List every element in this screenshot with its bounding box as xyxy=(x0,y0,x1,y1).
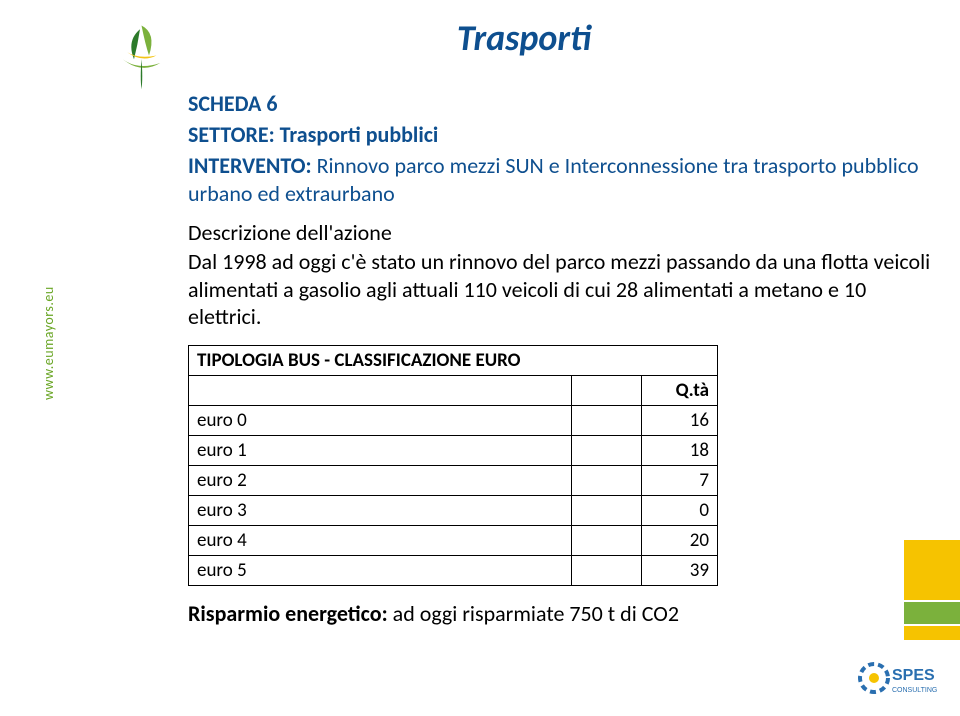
table-empty xyxy=(189,375,572,405)
table-qta-row: Q.tà xyxy=(189,375,718,405)
table-row: euro 4 20 xyxy=(189,525,718,555)
row-value: 18 xyxy=(642,435,718,465)
row-value: 16 xyxy=(642,405,718,435)
sidebar-url: www.eumayors.eu xyxy=(40,286,57,400)
settore-value: Trasporti pubblici xyxy=(280,121,439,148)
risparmio-value: ad oggi risparmiate 750 t di CO2 xyxy=(393,600,679,627)
risparmio-line: Risparmio energetico: ad oggi risparmiat… xyxy=(188,600,934,628)
table-qta-label: Q.tà xyxy=(642,375,718,405)
row-value: 7 xyxy=(642,465,718,495)
row-value: 39 xyxy=(642,555,718,585)
scheda-label: SCHEDA xyxy=(188,90,261,117)
row-label: euro 3 xyxy=(189,495,572,525)
intervento-line: INTERVENTO: Rinnovo parco mezzi SUN e In… xyxy=(188,152,934,207)
euro-table: TIPOLOGIA BUS - CLASSIFICAZIONE EURO Q.t… xyxy=(188,345,718,586)
row-value: 20 xyxy=(642,525,718,555)
row-mid xyxy=(571,465,642,495)
risparmio-label: Risparmio energetico: xyxy=(188,600,388,627)
intervento-label: INTERVENTO: xyxy=(188,152,312,179)
spes-logo: SPES CONSULTING xyxy=(856,656,944,704)
scheda-line: SCHEDA 6 xyxy=(188,90,934,117)
table-head-row: TIPOLOGIA BUS - CLASSIFICAZIONE EURO xyxy=(189,345,718,375)
spes-tag: CONSULTING xyxy=(892,687,937,694)
row-label: euro 5 xyxy=(189,555,572,585)
table-row: euro 2 7 xyxy=(189,465,718,495)
content-body: SCHEDA 6 SETTORE: Trasporti pubblici INT… xyxy=(104,90,944,627)
descrizione-label: Descrizione dell'azione xyxy=(188,219,934,246)
row-mid xyxy=(571,405,642,435)
spes-text: SPES xyxy=(892,667,935,684)
page-title: Trasporti xyxy=(104,16,944,60)
row-label: euro 1 xyxy=(189,435,572,465)
row-mid xyxy=(571,435,642,465)
main-content: Trasporti SCHEDA 6 SETTORE: Trasporti pu… xyxy=(104,16,944,700)
row-value: 0 xyxy=(642,495,718,525)
descrizione-body: Dal 1998 ad oggi c'è stato un rinnovo de… xyxy=(188,248,934,331)
row-mid xyxy=(571,555,642,585)
table-row: euro 0 16 xyxy=(189,405,718,435)
table-row: euro 1 18 xyxy=(189,435,718,465)
row-mid xyxy=(571,495,642,525)
row-label: euro 4 xyxy=(189,525,572,555)
row-label: euro 2 xyxy=(189,465,572,495)
table-row: euro 3 0 xyxy=(189,495,718,525)
table-empty-mid xyxy=(571,375,642,405)
row-mid xyxy=(571,525,642,555)
settore-label: SETTORE: xyxy=(188,121,275,148)
settore-line: SETTORE: Trasporti pubblici xyxy=(188,121,934,148)
euro-table-wrap: TIPOLOGIA BUS - CLASSIFICAZIONE EURO Q.t… xyxy=(188,345,934,586)
table-row: euro 5 39 xyxy=(189,555,718,585)
table-heading: TIPOLOGIA BUS - CLASSIFICAZIONE EURO xyxy=(189,345,718,375)
scheda-num: 6 xyxy=(266,90,277,117)
sidebar: www.eumayors.eu xyxy=(0,0,96,716)
row-label: euro 0 xyxy=(189,405,572,435)
